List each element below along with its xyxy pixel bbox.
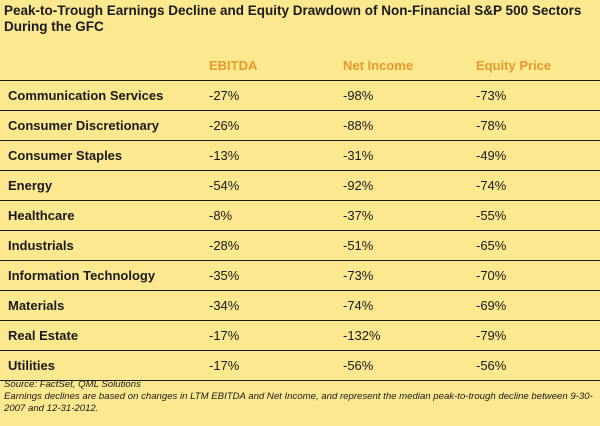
sector-name: Real Estate — [8, 328, 79, 343]
net-income-value: -56% — [343, 358, 374, 373]
table-row: Consumer Discretionary -26% -88% -78% — [0, 110, 600, 140]
table-row: Real Estate -17% -132% -79% — [0, 320, 600, 350]
page-title: Peak-to-Trough Earnings Decline and Equi… — [4, 3, 582, 34]
ebitda-value: -13% — [209, 148, 240, 163]
sector-name: Information Technology — [8, 268, 156, 283]
net-income-value: -37% — [343, 208, 374, 223]
equity-price-value: -69% — [476, 298, 507, 313]
sector-table: EBITDA Net Income Equity Price Communica… — [0, 50, 600, 381]
equity-price-value: -73% — [476, 88, 507, 103]
net-income-value: -132% — [343, 328, 381, 343]
sector-name: Energy — [8, 178, 53, 193]
column-header-equity-price: Equity Price — [476, 58, 552, 73]
table-header: EBITDA Net Income Equity Price — [0, 50, 600, 80]
table-row: Utilities -17% -56% -56% — [0, 350, 600, 381]
ebitda-value: -17% — [209, 358, 240, 373]
equity-price-value: -78% — [476, 118, 507, 133]
sector-name: Consumer Staples — [8, 148, 123, 163]
ebitda-value: -8% — [209, 208, 233, 223]
sector-name: Industrials — [8, 238, 74, 253]
table-row: Healthcare -8% -37% -55% — [0, 200, 600, 230]
ebitda-value: -34% — [209, 298, 240, 313]
ebitda-value: -28% — [209, 238, 240, 253]
table-row: Information Technology -35% -73% -70% — [0, 260, 600, 290]
equity-price-value: -74% — [476, 178, 507, 193]
net-income-value: -51% — [343, 238, 374, 253]
net-income-value: -92% — [343, 178, 374, 193]
ebitda-value: -26% — [209, 118, 240, 133]
table-row: Energy -54% -92% -74% — [0, 170, 600, 200]
ebitda-value: -35% — [209, 268, 240, 283]
column-header-ebitda: EBITDA — [209, 58, 258, 73]
sector-name: Utilities — [8, 358, 55, 373]
column-header-net-income: Net Income — [343, 58, 414, 73]
net-income-value: -73% — [343, 268, 374, 283]
table-row: Materials -34% -74% -69% — [0, 290, 600, 320]
net-income-value: -31% — [343, 148, 374, 163]
sector-name: Consumer Discretionary — [8, 118, 159, 133]
table-row: Industrials -28% -51% -65% — [0, 230, 600, 260]
equity-price-value: -55% — [476, 208, 507, 223]
equity-price-value: -49% — [476, 148, 507, 163]
source-note: Source: FactSet, QML Solutions — [4, 379, 141, 390]
footnotes: Source: FactSet, QML Solutions Earnings … — [4, 379, 596, 415]
table-row: Consumer Staples -13% -31% -49% — [0, 140, 600, 170]
sector-name: Materials — [8, 298, 65, 313]
equity-price-value: -65% — [476, 238, 507, 253]
sector-name: Communication Services — [8, 88, 164, 103]
equity-price-value: -70% — [476, 268, 507, 283]
ebitda-value: -27% — [209, 88, 240, 103]
sector-name: Healthcare — [8, 208, 75, 223]
equity-price-value: -56% — [476, 358, 507, 373]
ebitda-value: -54% — [209, 178, 240, 193]
table-row: Communication Services -27% -98% -73% — [0, 80, 600, 110]
ebitda-value: -17% — [209, 328, 240, 343]
equity-price-value: -79% — [476, 328, 507, 343]
methodology-note: Earnings declines are based on changes i… — [4, 391, 593, 414]
net-income-value: -88% — [343, 118, 374, 133]
net-income-value: -74% — [343, 298, 374, 313]
net-income-value: -98% — [343, 88, 374, 103]
